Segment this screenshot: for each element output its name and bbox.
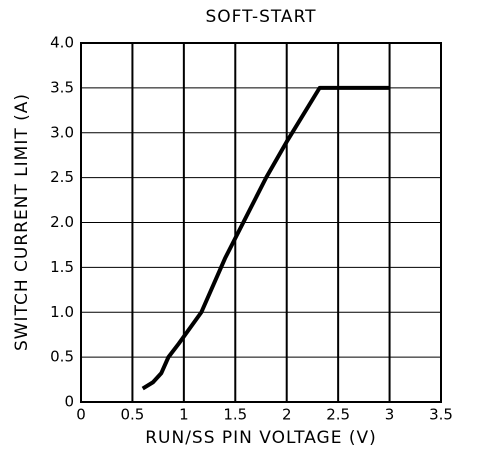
y-tick-label: 1.5 [50, 258, 74, 276]
x-tick-label: 0.5 [120, 406, 144, 424]
chart-title: SOFT-START [205, 7, 316, 27]
y-tick-label: 4.0 [50, 34, 74, 52]
y-axis-label: SWITCH CURRENT LIMIT (A) [12, 93, 32, 351]
y-tick-label: 2.5 [50, 168, 74, 186]
y-tick-label: 3.0 [50, 123, 74, 141]
x-tick-label: 2.5 [326, 406, 350, 424]
data-line [141, 85, 390, 391]
x-tick-label: 2 [282, 406, 292, 424]
x-tick-label: 3.5 [429, 406, 453, 424]
x-tick-label: 0 [76, 406, 86, 424]
y-tick-label: 2.0 [50, 213, 74, 231]
y-tick-label: 1.0 [50, 303, 74, 321]
x-tick-label: 1.5 [223, 406, 247, 424]
x-tick-label: 1 [179, 406, 189, 424]
y-tick-label: 0.5 [50, 348, 74, 366]
y-tick-label: 0 [64, 393, 74, 411]
x-axis-label: RUN/SS PIN VOLTAGE (V) [145, 428, 377, 448]
x-tick-label: 3 [385, 406, 395, 424]
y-tick-label: 3.5 [50, 78, 74, 96]
